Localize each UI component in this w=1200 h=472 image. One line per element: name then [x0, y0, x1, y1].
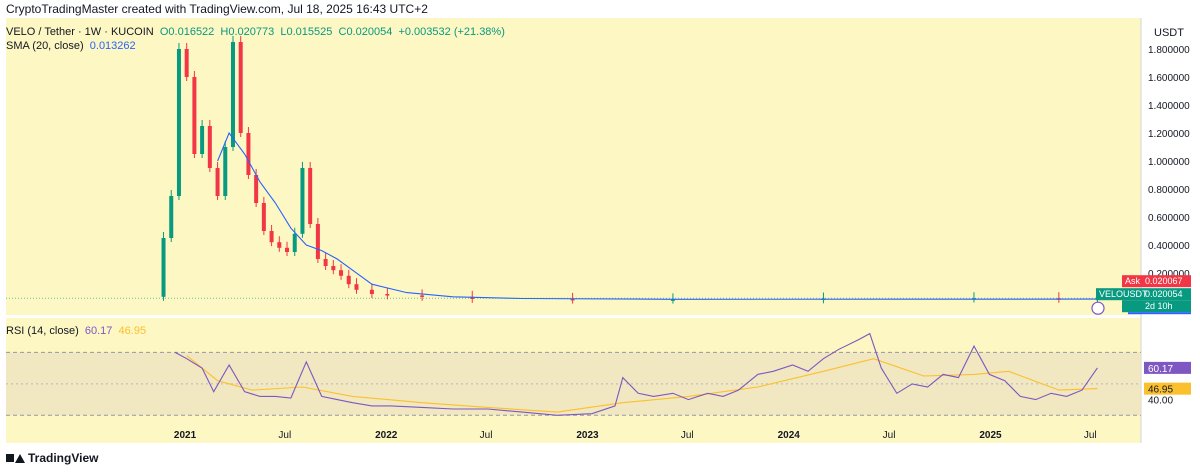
candle-body	[161, 238, 166, 297]
candle-body	[230, 42, 235, 147]
ask-tag	[1122, 275, 1191, 288]
time-axis: 2021 Jul 2022 Jul 2023 Jul 2024 Jul 2025 Jul	[174, 430, 1097, 441]
price-tick-label: 1.200000	[1148, 129, 1190, 140]
candle-body	[254, 175, 259, 203]
sma-label: SMA (20, close)	[6, 40, 84, 52]
time-tick-label: Jul	[480, 430, 493, 441]
candle-body	[192, 77, 197, 154]
candle-body	[670, 299, 675, 301]
ask-tag-label: Ask	[1125, 276, 1141, 286]
candle-body	[200, 126, 205, 154]
time-tick-label: Jul	[681, 430, 694, 441]
price-ticks: USDT 0.200000 0.400000 0.600000 0.800000 1.00…	[1148, 27, 1190, 280]
price-tick-label: 1.400000	[1148, 101, 1190, 112]
legend-open: O0.016522	[159, 26, 215, 38]
time-tick-label: 2025	[979, 430, 1002, 441]
candle-body	[570, 298, 575, 301]
candle-body	[470, 296, 475, 299]
last-price-tag	[1096, 288, 1191, 301]
indicator-lines	[6, 131, 1141, 416]
chart-credit: CryptoTradingMaster created with Trading…	[6, 2, 428, 16]
rsi-label: RSI (14, close)	[6, 325, 79, 337]
symbol-tag-label: VELOUSDT	[1099, 289, 1148, 299]
last-price-value: 0.020054	[1145, 289, 1183, 299]
candle-body	[261, 203, 266, 231]
candle-body	[285, 247, 290, 252]
candle-body	[176, 49, 181, 196]
candle-body	[385, 294, 390, 296]
footer-brand: TradingView	[6, 451, 98, 465]
rsi-tag-value: 60.17	[1148, 364, 1173, 375]
legend-high: H0.020773	[220, 26, 275, 38]
price-legend: VELO / Tether · 1W · KUCOIN O0.016522 H0…	[6, 26, 505, 38]
tradingview-logo-icon	[6, 452, 25, 464]
legend-symbol: VELO / Tether · 1W · KUCOIN	[6, 26, 154, 38]
candle-body	[246, 133, 251, 175]
rsi-value: 60.17	[84, 325, 113, 337]
candle-body	[184, 49, 189, 77]
candle-body	[300, 168, 305, 234]
price-tick-label: 0.400000	[1148, 241, 1190, 252]
time-tick-label: Jul	[883, 430, 896, 441]
candle-body	[207, 126, 212, 168]
legend-low: L0.015525	[280, 26, 333, 38]
candle-body	[323, 259, 328, 266]
countdown-value: 2d 10h	[1145, 301, 1173, 311]
candle-body	[269, 231, 274, 243]
rsi-line	[174, 332, 1098, 416]
rsi-ma-tag	[1144, 382, 1191, 395]
rsi-ma-tag-value: 46.95	[1148, 385, 1173, 396]
alert-icon	[1091, 301, 1105, 315]
candle-body	[339, 270, 344, 276]
brand-name: TradingView	[28, 451, 99, 465]
candle-body	[315, 224, 320, 259]
candle-body	[238, 42, 243, 133]
candle-body	[420, 295, 425, 297]
candle-body	[346, 275, 351, 285]
rsi-ma-line	[186, 355, 1098, 413]
candle-body	[169, 196, 174, 238]
time-tick-label: 2021	[174, 430, 197, 441]
time-tick-label: Jul	[1084, 430, 1097, 441]
price-tick-label: 1.600000	[1148, 73, 1190, 84]
legend-change: +0.003532 (+21.38%)	[398, 26, 505, 38]
candle-body	[223, 147, 228, 196]
time-tick-label: Jul	[278, 430, 291, 441]
price-tick-label: 1.800000	[1148, 45, 1190, 56]
time-tick-label: 2022	[375, 430, 398, 441]
candle-body	[215, 168, 220, 196]
candle-body	[331, 266, 336, 271]
candles	[161, 36, 1100, 304]
sma-scale-marker	[1128, 312, 1191, 315]
price-tick-label: 0.600000	[1148, 213, 1190, 224]
time-tick-label: 2023	[576, 430, 599, 441]
candle-body	[277, 242, 282, 248]
legend-close: C0.020054	[338, 26, 393, 38]
chart-svg[interactable]: 40.00 USDT 0.200000 0.400000 0.600000 0.8000…	[6, 18, 1191, 443]
rsi-legend: RSI (14, close) 60.17 46.95	[6, 325, 146, 337]
rsi-tick-label: 40.00	[1148, 396, 1173, 407]
rsi-band-group: 40.00	[6, 351, 1173, 416]
countdown-tag	[1122, 300, 1191, 313]
candle-body	[354, 284, 359, 290]
rsi-tag	[1144, 361, 1191, 374]
rsi-ma-value: 46.95	[118, 325, 147, 337]
sma-value: 0.013262	[89, 40, 136, 52]
chart-frame[interactable]: 40.00 USDT 0.200000 0.400000 0.600000 0.8000…	[6, 18, 1191, 443]
price-tick-label: 0.200000	[1148, 269, 1190, 280]
price-tick-label: 0.800000	[1148, 185, 1190, 196]
sma-legend: SMA (20, close) 0.013262	[6, 40, 136, 52]
candle-body	[292, 233, 297, 252]
pane-divider	[6, 315, 1141, 318]
ask-tag-value: 0.020067	[1145, 276, 1183, 286]
price-tick-label: 1.000000	[1148, 157, 1190, 168]
sma-line	[217, 131, 1098, 300]
candle-body	[308, 168, 313, 224]
time-tick-label: 2024	[778, 430, 801, 441]
price-pane-background	[6, 18, 1141, 315]
candle-body	[369, 289, 374, 294]
price-scale-currency: USDT	[1154, 27, 1184, 39]
